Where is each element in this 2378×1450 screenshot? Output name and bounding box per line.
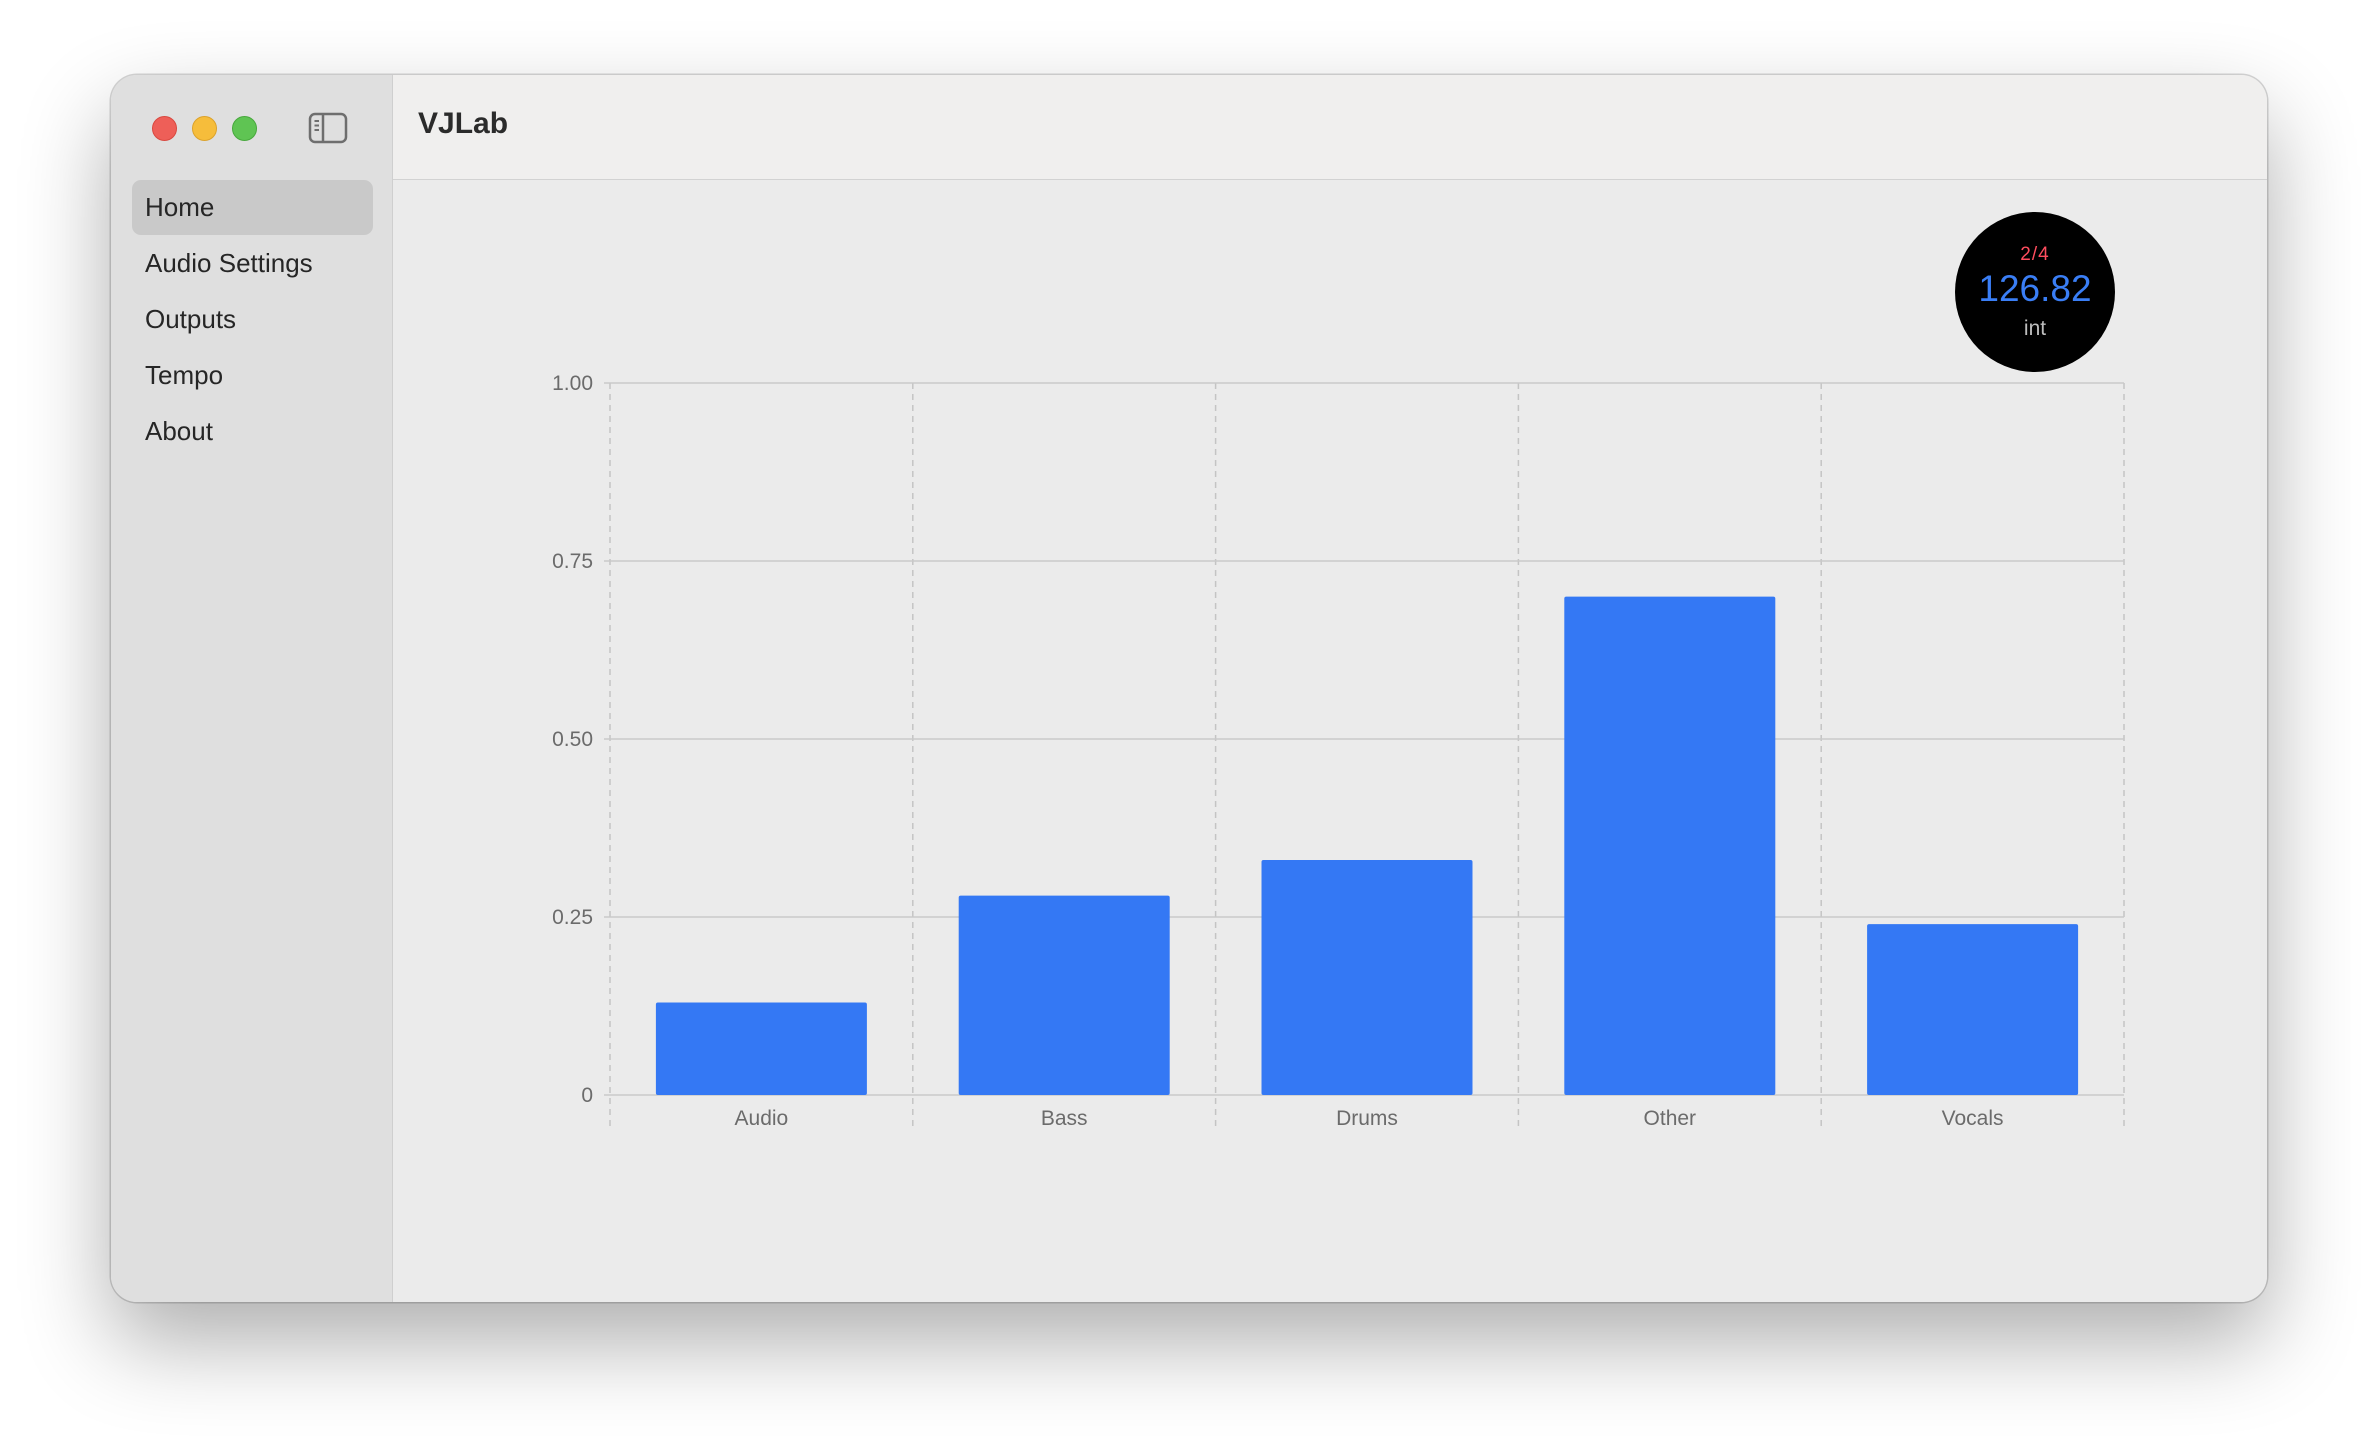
y-tick-label: 0.50: [552, 728, 593, 751]
x-tick-label: Bass: [1041, 1107, 1088, 1130]
minimize-window-button[interactable]: [192, 116, 217, 141]
sidebar-item-audio-settings[interactable]: Audio Settings: [145, 248, 313, 278]
y-tick-label: 0: [581, 1084, 593, 1107]
sidebar-item-home[interactable]: Home: [132, 180, 373, 235]
x-tick-label: Audio: [735, 1107, 789, 1130]
sidebar-nav: Home Audio Settings Outputs Tempo About: [132, 180, 373, 460]
x-tick-label: Vocals: [1942, 1107, 2004, 1130]
bar-drums: [1261, 860, 1473, 1095]
sidebar-left-icon[interactable]: [307, 111, 349, 145]
app-window: Home Audio Settings Outputs Tempo About …: [111, 75, 2267, 1302]
bar-other: [1564, 596, 1776, 1095]
y-tick-label: 1.00: [552, 372, 593, 395]
tempo-badge: 2/4 126.82 int: [1955, 212, 2115, 372]
tempo-mode-label: int: [2023, 317, 2047, 340]
close-window-button[interactable]: [152, 116, 177, 141]
sidebar-item-outputs[interactable]: Outputs: [145, 304, 237, 334]
sidebar-item-about[interactable]: About: [145, 416, 213, 446]
main-content: 0 0.25 0.50 0.75 1.00 Audio Bass Drums Other Voca…: [393, 180, 2267, 1302]
bar-bass: [958, 895, 1170, 1095]
app-title: VJLab: [418, 107, 509, 140]
sidebar-item-tempo[interactable]: Tempo: [145, 360, 224, 390]
tempo-beat-counter: 2/4: [2020, 244, 2050, 265]
sidebar: Home Audio Settings Outputs Tempo About: [111, 75, 393, 1302]
bar-vocals: [1867, 924, 2079, 1095]
toolbar: VJLab: [393, 75, 2267, 180]
tempo-bpm-value: 126.82: [1978, 268, 2092, 309]
bar-audio: [655, 1002, 867, 1095]
x-tick-label: Other: [1644, 1107, 1697, 1130]
stem-levels-chart: 0 0.25 0.50 0.75 1.00 Audio Bass Drums Other Voca…: [552, 372, 2125, 1130]
maximize-window-button[interactable]: [232, 116, 257, 141]
x-tick-label: Drums: [1336, 1107, 1398, 1130]
y-tick-label: 0.75: [552, 550, 593, 573]
y-tick-label: 0.25: [552, 906, 593, 929]
